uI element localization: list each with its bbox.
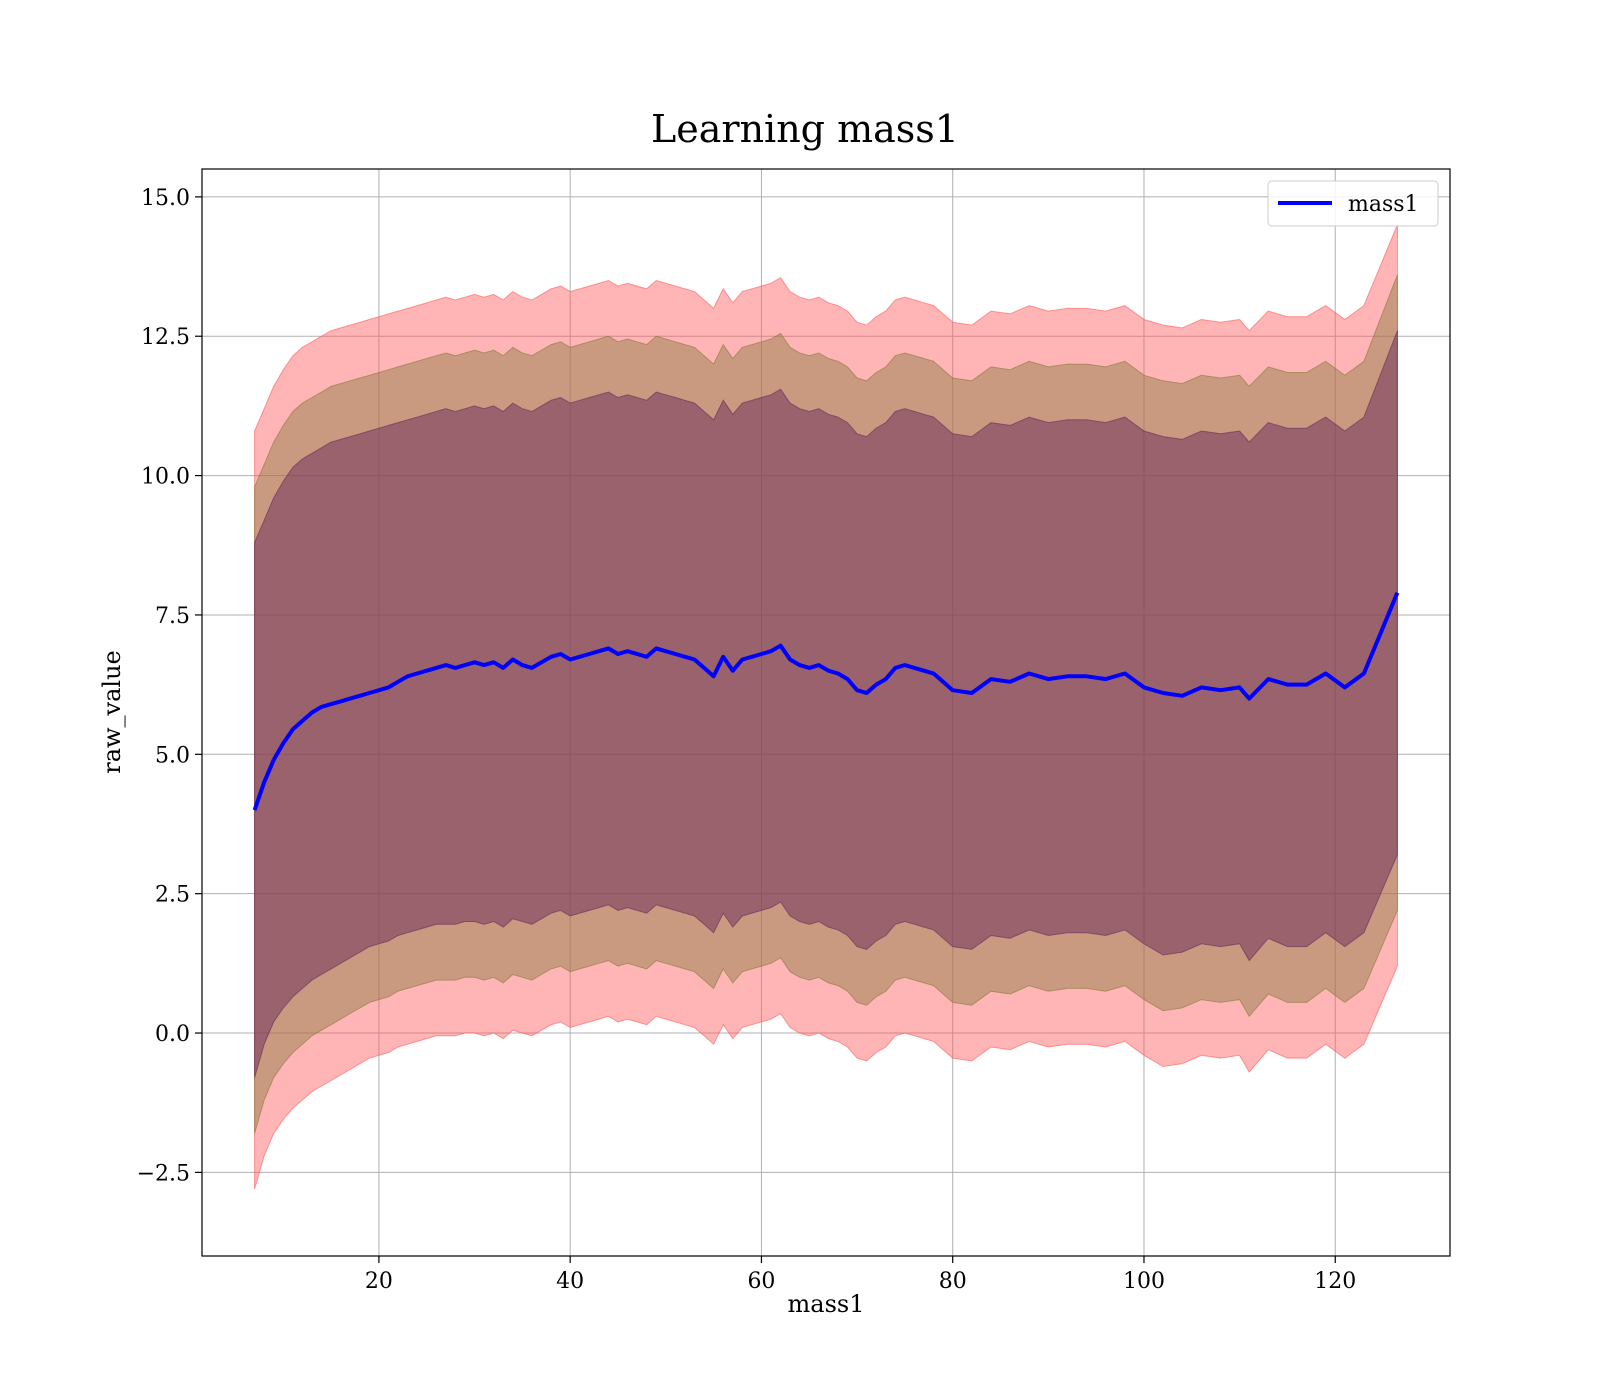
x-tick-label: 100 [1123,1269,1165,1294]
x-axis-ticks: 20 40 60 80 100 120 [365,1256,1356,1294]
y-tick-label: 5.0 [155,743,190,768]
x-tick-label: 20 [365,1269,393,1294]
x-tick-label: 80 [939,1269,967,1294]
legend: mass1 [1267,180,1439,227]
x-axis-label: mass1 [788,1290,865,1318]
series-line [252,591,1400,811]
y-tick-label: 12.5 [141,325,190,350]
legend-label: mass1 [1348,192,1419,217]
legend-box [1267,180,1439,227]
y-tick-label: 15.0 [141,186,190,211]
chart-title: Learning mass1 [651,107,959,151]
y-tick-label: −2.5 [137,1161,190,1186]
x-tick-label: 40 [556,1269,584,1294]
y-tick-label: 10.0 [141,465,190,490]
y-tick-label: 0.0 [155,1022,190,1047]
confidence-bands [254,224,1398,1190]
y-tick-label: 2.5 [155,883,190,908]
x-tick-label: 60 [747,1269,775,1294]
y-tick-label: 7.5 [155,604,190,629]
y-axis-label: raw_value [98,650,126,774]
confidence-band [254,330,1398,1078]
y-axis-ticks: −2.5 0.0 2.5 5.0 7.5 10.0 12.5 15.0 [137,186,202,1186]
series-lines [252,591,1400,811]
x-tick-label: 120 [1314,1269,1356,1294]
plot-frame [201,168,1451,1257]
